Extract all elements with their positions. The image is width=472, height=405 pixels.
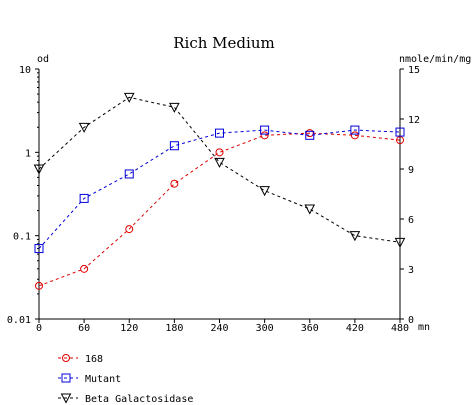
ticks-layer: 0 60 120 180 240 300 360 420 4801010.10.01151296… bbox=[7, 65, 420, 334]
x-tick-label: 300 bbox=[256, 323, 274, 334]
data-point-beta-galactosidase bbox=[394, 237, 406, 248]
data-point-beta-galactosidase bbox=[214, 157, 225, 168]
data-point-168 bbox=[215, 148, 224, 157]
data-point-beta-galactosidase bbox=[78, 122, 90, 133]
x-tick-label: 420 bbox=[346, 323, 364, 334]
y-right-axis-label: nmole/min/mg bbox=[399, 54, 471, 65]
series-line-beta-galactosidase bbox=[38, 96, 401, 243]
data-point-168 bbox=[170, 179, 179, 188]
data-point-beta-galactosidase bbox=[123, 92, 135, 103]
data-point-mutant bbox=[260, 125, 270, 135]
data-point-beta-galactosidase bbox=[259, 186, 270, 197]
y-left-tick-label: 1 bbox=[25, 148, 31, 159]
data-point-mutant bbox=[350, 125, 360, 135]
x-tick-label: 240 bbox=[210, 323, 228, 334]
legend-marker-168 bbox=[62, 354, 70, 362]
y-right-tick-label: 15 bbox=[408, 65, 420, 76]
data-point-mutant bbox=[395, 127, 405, 137]
legend-label-mutant: Mutant bbox=[85, 374, 121, 385]
y-right-tick-label: 3 bbox=[408, 265, 414, 276]
legend: 168 Mutant Beta Galactosidase bbox=[58, 354, 193, 405]
series-line-mutant bbox=[38, 129, 401, 249]
series-line-168 bbox=[38, 132, 401, 287]
data-point-beta-galactosidase bbox=[33, 164, 45, 175]
x-tick-label: 60 bbox=[78, 323, 90, 334]
x-axis-label: mn bbox=[418, 322, 430, 333]
y-left-axis-label: od bbox=[37, 54, 49, 65]
x-tick-label: 480 bbox=[391, 323, 409, 334]
y-left-tick-label: 10 bbox=[19, 65, 31, 76]
data-point-beta-galactosidase bbox=[349, 231, 361, 242]
data-point-168 bbox=[396, 136, 404, 145]
series-layer bbox=[33, 92, 406, 290]
data-point-168 bbox=[125, 225, 134, 234]
data-point-mutant bbox=[79, 193, 89, 203]
y-left-tick-label: 0.1 bbox=[13, 232, 31, 243]
data-point-beta-galactosidase bbox=[169, 102, 180, 113]
legend-marker-beta-galactosidase bbox=[60, 393, 72, 404]
x-tick-label: 360 bbox=[301, 323, 319, 334]
y-right-tick-label: 6 bbox=[408, 215, 414, 226]
legend-label-168: 168 bbox=[85, 354, 103, 365]
data-point-mutant bbox=[305, 130, 315, 140]
y-right-tick-label: 9 bbox=[408, 165, 414, 176]
legend-marker-mutant bbox=[61, 373, 71, 383]
legend-label-beta-galactosidase: Beta Galactosidase bbox=[85, 394, 193, 405]
data-point-mutant bbox=[124, 169, 134, 179]
data-point-mutant bbox=[215, 128, 224, 138]
chart-title: Rich Medium bbox=[173, 34, 274, 52]
data-point-mutant bbox=[169, 141, 179, 151]
y-right-tick-label: 12 bbox=[408, 115, 420, 126]
y-left-tick-label: 0.01 bbox=[7, 315, 31, 326]
x-tick-label: 180 bbox=[165, 323, 183, 334]
data-point-168 bbox=[350, 131, 359, 140]
data-point-168 bbox=[260, 131, 269, 140]
data-point-168 bbox=[80, 264, 89, 273]
x-tick-label: 120 bbox=[120, 323, 138, 334]
y-right-tick-label: 0 bbox=[408, 315, 414, 326]
x-tick-label: 0 bbox=[36, 323, 42, 334]
data-point-beta-galactosidase bbox=[304, 204, 316, 215]
data-point-168 bbox=[35, 281, 43, 290]
data-point-mutant bbox=[34, 244, 44, 254]
